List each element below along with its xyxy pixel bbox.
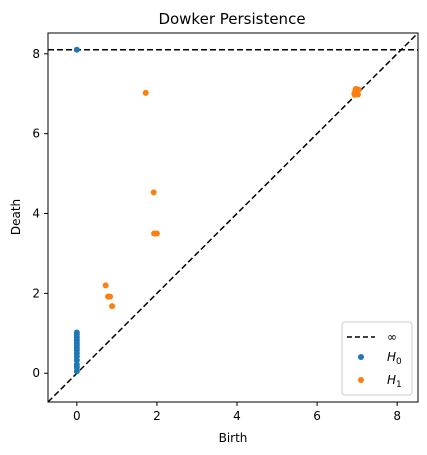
h1-point <box>351 91 358 98</box>
y-tick-label: 8 <box>32 47 40 61</box>
legend-infinity-label: ∞ <box>387 330 397 344</box>
x-tick-label: 2 <box>153 409 161 423</box>
x-tick-label: 6 <box>313 409 321 423</box>
y-tick-label: 4 <box>32 207 40 221</box>
plot-frame <box>47 32 419 403</box>
x-tick-label: 4 <box>233 409 241 423</box>
h1-point <box>142 89 149 96</box>
legend-h0-subscript: 0 <box>396 357 402 367</box>
legend-h1-subscript: 1 <box>396 380 402 390</box>
h1-point <box>355 86 362 93</box>
y-axis-label: Death <box>9 199 23 235</box>
legend-box <box>341 321 413 396</box>
chart-title: Dowker Persistence <box>158 10 305 28</box>
plot-area <box>48 33 418 402</box>
y-axis: 0 2 4 6 8 <box>32 47 48 380</box>
legend-h1-marker <box>358 377 364 383</box>
legend-h0-marker <box>358 354 364 360</box>
h1-point <box>107 293 114 300</box>
h1-point <box>153 230 160 237</box>
x-tick-label: 8 <box>393 409 401 423</box>
h1-point <box>150 189 157 196</box>
y-tick-label: 6 <box>32 127 40 141</box>
h0-point <box>73 46 80 53</box>
y-tick-label: 2 <box>32 286 40 300</box>
x-tick-label: 0 <box>73 409 81 423</box>
h0-point <box>73 357 80 364</box>
h1-point <box>109 303 116 310</box>
h1-point <box>102 282 109 289</box>
x-axis-label: Birth <box>219 431 248 445</box>
y-tick-label: 0 <box>32 366 40 380</box>
x-axis: 0 2 4 6 8 <box>73 402 401 423</box>
legend: ∞ H0 H1 <box>341 321 413 396</box>
h0-point <box>73 368 80 375</box>
